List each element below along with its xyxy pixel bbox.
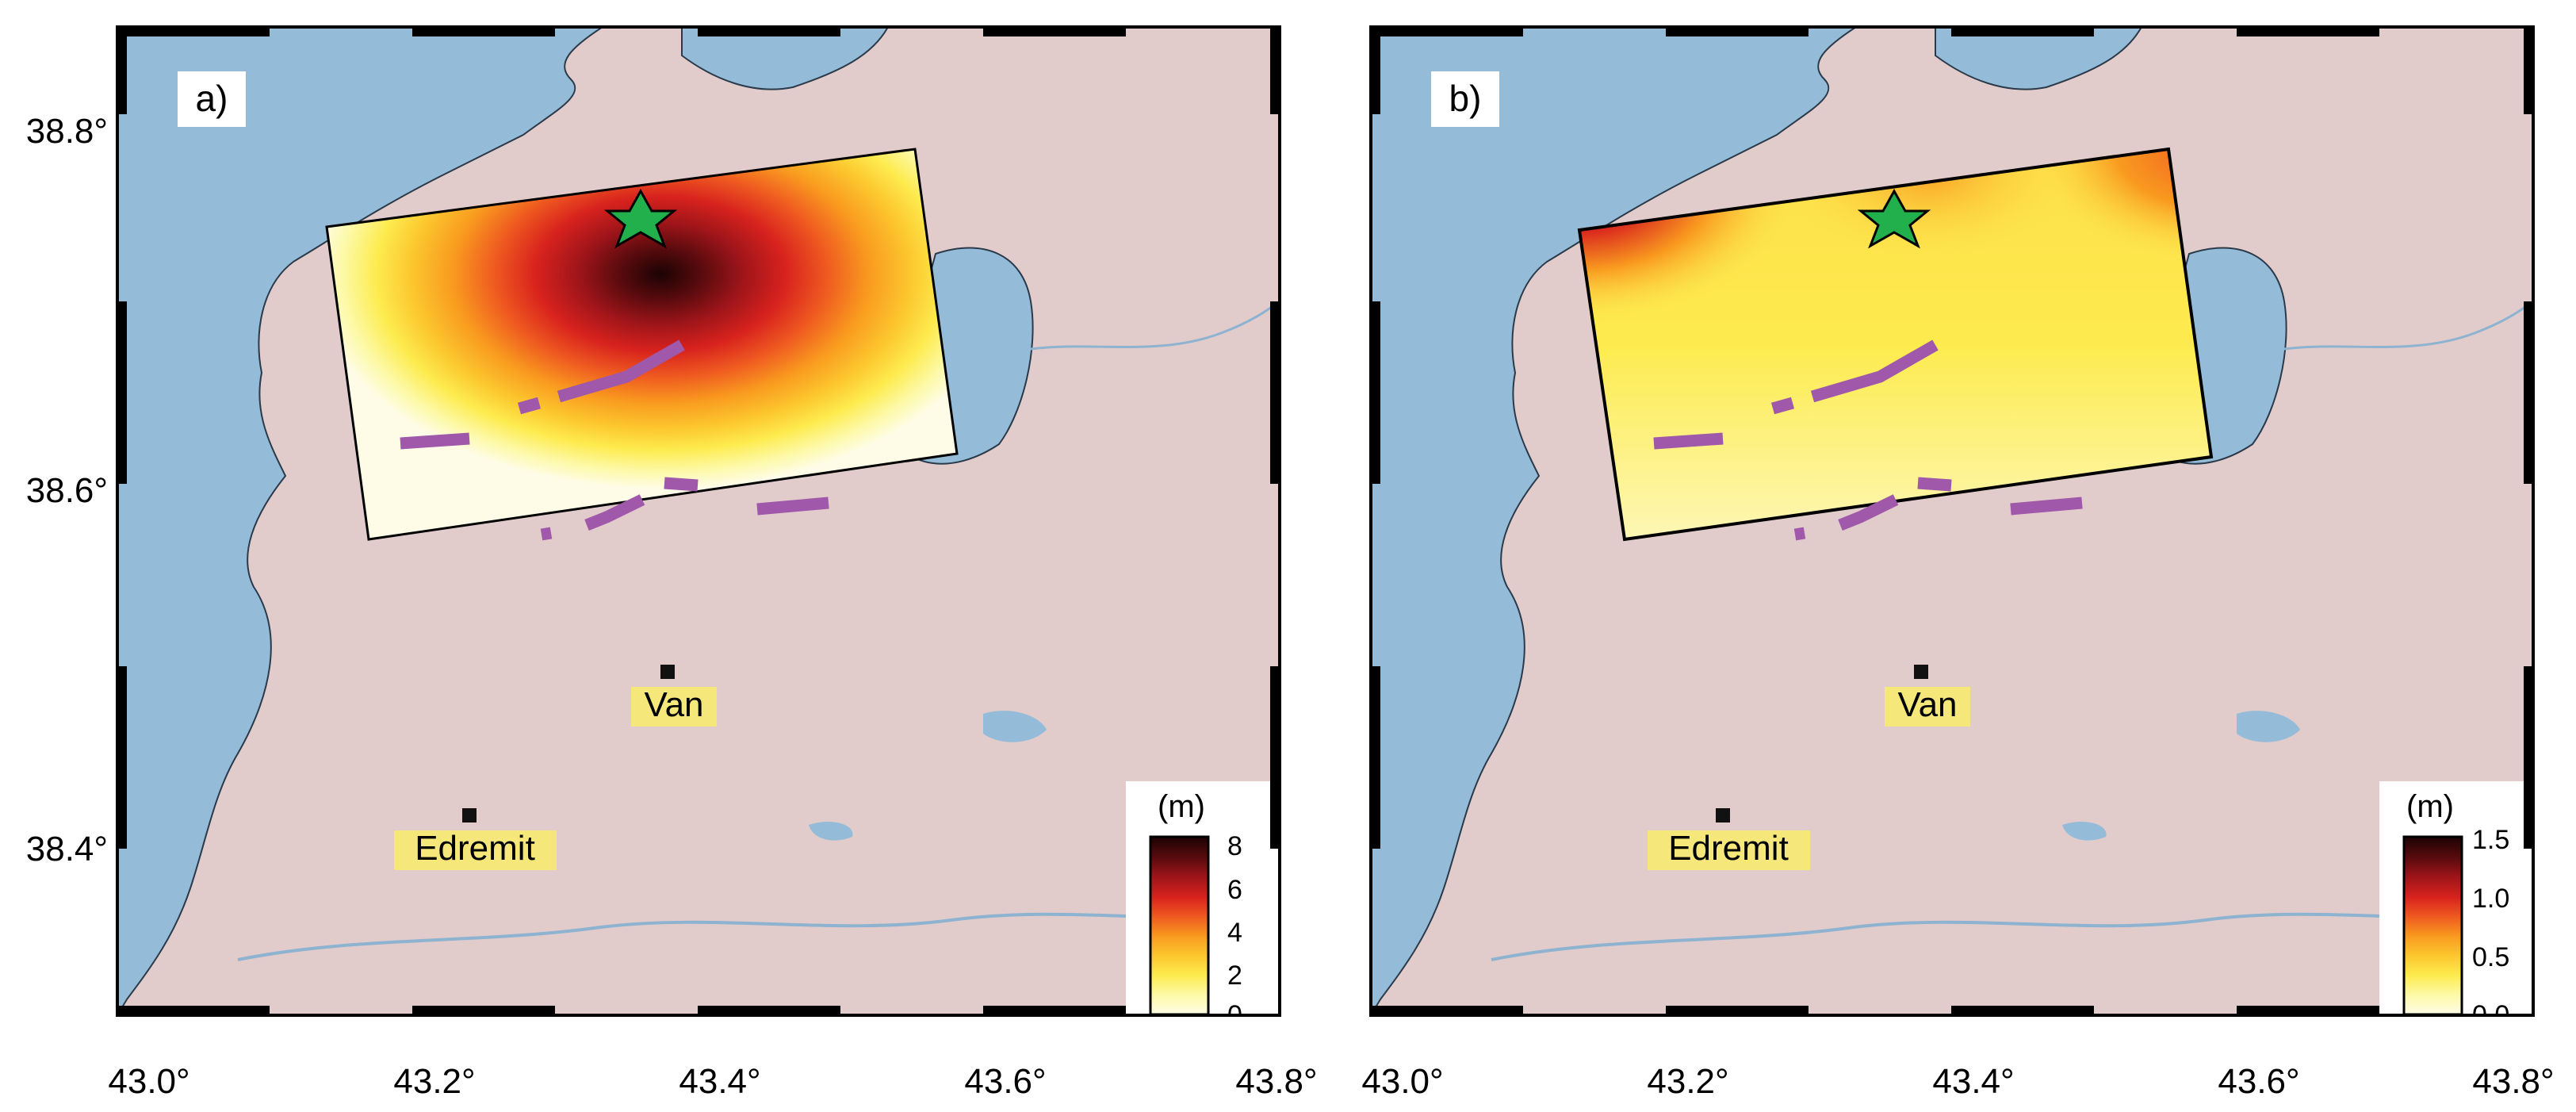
star-icon: [603, 188, 678, 249]
fault-trace: [584, 494, 645, 531]
label-van: Van: [1897, 685, 1957, 724]
x-tick-label: 43.2°: [393, 1062, 475, 1101]
panel-label-box: [178, 71, 246, 127]
y-tick-label: 38.6°: [26, 471, 108, 510]
panel-label: b): [1449, 78, 1482, 119]
fault-trace: [400, 432, 470, 450]
colorbar-tick: 2: [1227, 961, 1242, 991]
colorbar-unit: (m): [2406, 789, 2454, 824]
fault-trace: [1838, 494, 1899, 531]
lake-small-2: [809, 821, 853, 841]
colorbar-tick: 1.0: [2472, 884, 2509, 914]
x-tick-label: 43.4°: [679, 1062, 760, 1101]
fault-trace: [1770, 397, 1795, 415]
fault-trace: [557, 339, 685, 403]
fault-trace: [1793, 527, 1806, 541]
lake-north: [1935, 27, 2143, 90]
y-axis-ticks: 38.8° 38.6° 38.4°: [26, 112, 108, 869]
x-axis-ticks: 43.0° 43.2° 43.4° 43.6° 43.8°: [1361, 1062, 2554, 1101]
colorbar-tick: 0: [1227, 1000, 1242, 1030]
x-tick-label: 43.0°: [1361, 1062, 1443, 1101]
colorbar-unit: (m): [1158, 789, 1205, 824]
colorbar-tick: 0.5: [2472, 942, 2509, 972]
x-tick-label: 43.6°: [2218, 1062, 2299, 1101]
lake-small-1: [2237, 711, 2300, 742]
colorbar-tick: 4: [1227, 918, 1242, 948]
x-tick-label: 43.6°: [964, 1062, 1046, 1101]
colorbar-ticks: 1.5 1.0 0.5 0.0: [2472, 825, 2509, 1030]
lake-north: [681, 27, 890, 90]
x-tick-label: 43.4°: [1932, 1062, 2014, 1101]
frame-ticks: [1371, 27, 2533, 1015]
label-box-edremit: [1648, 830, 1810, 870]
panel-label-box: [1431, 71, 1499, 127]
colorbar-tick: 1.5: [2472, 825, 2509, 855]
label-van: Van: [644, 685, 703, 724]
label-edremit: Edremit: [415, 829, 535, 868]
river: [1491, 911, 2533, 961]
river: [237, 911, 1280, 961]
fault-trace: [540, 527, 553, 541]
frame-ticks: [117, 27, 1280, 1015]
x-tick-label: 43.8°: [2472, 1062, 2554, 1101]
fault-trace: [1917, 477, 1952, 492]
label-box-van: [631, 687, 717, 727]
lake-small-2: [2062, 821, 2107, 841]
y-tick-label: 38.4°: [26, 830, 108, 869]
fault-trace: [2010, 497, 2083, 516]
colorbar-ticks: 8 6 4 2 0: [1227, 831, 1242, 1030]
label-box-edremit: [394, 830, 557, 870]
lake-van: [1371, 27, 1858, 1015]
colorbar-tick: 6: [1227, 875, 1242, 905]
star-icon: [1857, 188, 1931, 249]
y-tick-label: 38.8°: [26, 112, 108, 151]
fault-trace: [664, 477, 699, 492]
map-panel-a: Van Edremit a) (m) 8 6 4 2 0: [26, 25, 1318, 1101]
colorbar: (m) 1.5 1.0 0.5 0.0: [2379, 781, 2533, 1030]
city-marker-van: [660, 665, 675, 679]
x-axis-ticks: 43.0° 43.2° 43.4° 43.6° 43.8°: [108, 1062, 1317, 1101]
city-marker-van: [1914, 665, 1928, 679]
label-edremit: Edremit: [1668, 829, 1789, 868]
colorbar-tick: 8: [1227, 831, 1242, 861]
x-tick-label: 43.0°: [108, 1062, 189, 1101]
city-marker-edremit: [462, 808, 477, 822]
slip-patch-b: [1577, 147, 2214, 542]
panel-label: a): [196, 78, 228, 119]
fault-traces: [400, 339, 829, 541]
x-tick-label: 43.8°: [1235, 1062, 1317, 1101]
label-box-van: [1885, 687, 1970, 727]
x-tick-label: 43.2°: [1647, 1062, 1728, 1101]
fault-trace: [1810, 339, 1939, 403]
fault-trace: [517, 397, 542, 415]
map-panel-b: Van Edremit b) (m) 1.5 1.0 0.5 0.0: [1361, 25, 2555, 1101]
river-2: [2283, 300, 2533, 351]
slip-patch-a: [325, 148, 959, 541]
colorbar-tick: 0.0: [2472, 1000, 2509, 1030]
fault-trace: [1653, 432, 1724, 450]
city-marker-edremit: [1716, 808, 1730, 822]
lake-van: [117, 27, 604, 1015]
fault-traces: [1653, 339, 2083, 541]
colorbar: (m) 8 6 4 2 0: [1126, 781, 1280, 1030]
river-2: [1030, 300, 1280, 351]
fault-trace: [756, 497, 829, 516]
lake-small-1: [983, 711, 1047, 742]
